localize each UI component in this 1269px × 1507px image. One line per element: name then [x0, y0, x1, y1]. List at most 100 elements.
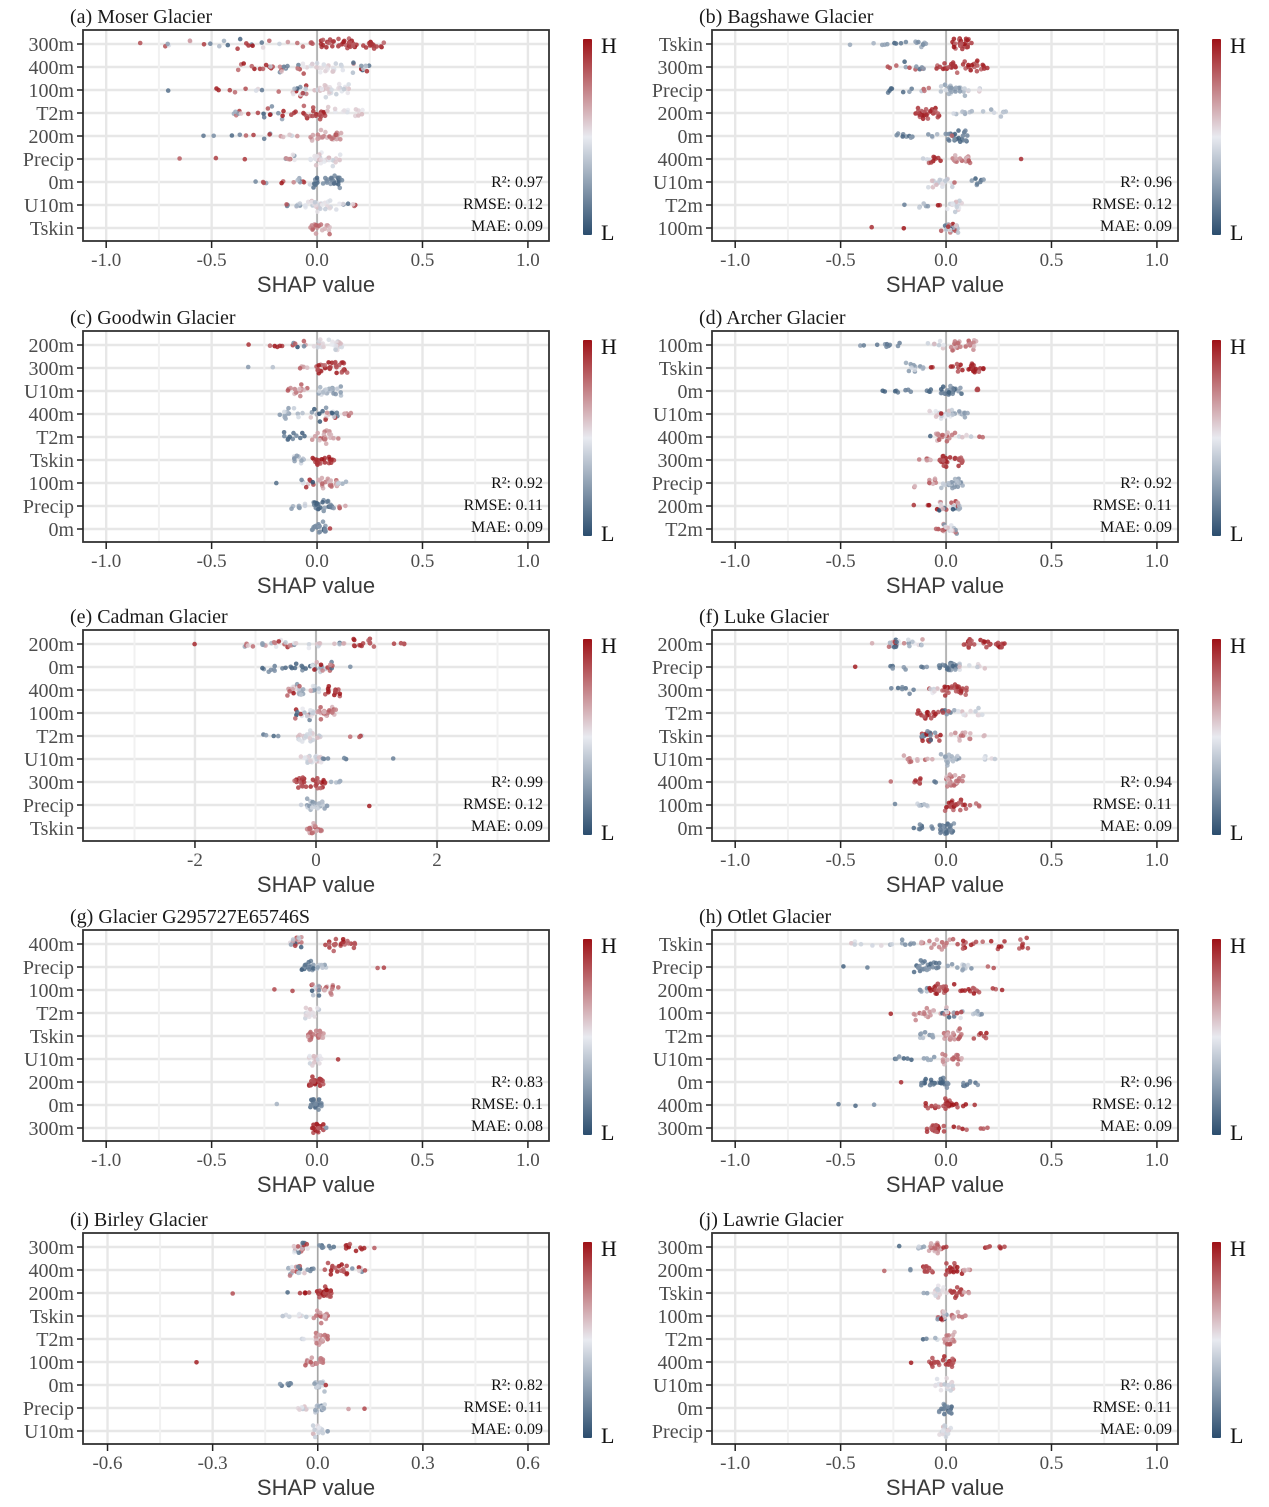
- x-tick-label: -1.0: [720, 551, 750, 572]
- x-tick-label: -0.3: [198, 1453, 228, 1474]
- x-tick-label: -1.0: [720, 1150, 750, 1171]
- x-tick-label: -0.5: [826, 850, 856, 871]
- x-tick-label: -1.0: [720, 850, 750, 871]
- y-tick-label: T2m: [665, 703, 703, 725]
- x-tick-label: 0.0: [934, 850, 958, 871]
- x-tick-label: -0.5: [197, 250, 227, 271]
- x-tick-label: 0.3: [411, 1453, 435, 1474]
- x-axis-title: SHAP value: [257, 1172, 375, 1197]
- y-tick-label: 100m: [28, 980, 74, 1002]
- panel-title: (i) Birley Glacier: [70, 1209, 208, 1231]
- colorbar-low-label: L: [601, 820, 614, 845]
- y-tick-label: U10m: [24, 195, 74, 217]
- stat-text: R²: 0.92: [1120, 475, 1172, 492]
- x-axis: -2 0 2: [187, 841, 442, 871]
- stats-block: R²: 0.94 RMSE: 0.11 MAE: 0.09: [1093, 774, 1172, 835]
- y-tick-label: Tskin: [659, 358, 703, 380]
- y-tick-label: 100m: [657, 1003, 703, 1025]
- colorbar-high-label: H: [601, 33, 617, 58]
- x-tick-label: -1.0: [91, 250, 121, 271]
- x-tick-label: 0.5: [1040, 250, 1064, 271]
- colorbar: [583, 340, 592, 536]
- y-tick-label: U10m: [653, 1375, 703, 1397]
- y-tick-label: Tskin: [659, 1283, 703, 1305]
- y-tick-label: Precip: [23, 1398, 74, 1420]
- colorbar-high-label: H: [1230, 334, 1246, 359]
- x-tick-label: 1.0: [1145, 1453, 1169, 1474]
- y-tick-label: 200m: [657, 980, 703, 1002]
- colorbar-high-label: H: [601, 334, 617, 359]
- y-tick-label: U10m: [653, 172, 703, 194]
- y-tick-label: U10m: [653, 1049, 703, 1071]
- x-axis: -1.0 -0.5 0.0 0.5 1.0: [720, 1444, 1169, 1474]
- colorbar-low-label: L: [601, 220, 614, 245]
- stat-text: RMSE: 0.11: [464, 1399, 543, 1416]
- y-tick-label: Tskin: [659, 726, 703, 748]
- colorbar: [1212, 340, 1221, 536]
- stats-block: R²: 0.86 RMSE: 0.11 MAE: 0.09: [1093, 1377, 1172, 1438]
- x-tick-label: 0.0: [934, 250, 958, 271]
- y-tick-label: 100m: [657, 218, 703, 240]
- x-tick-label: -2: [187, 850, 203, 871]
- colorbar-high-label: H: [601, 633, 617, 658]
- x-tick-label: -0.5: [197, 551, 227, 572]
- y-tick-label: 100m: [657, 335, 703, 357]
- stat-text: RMSE: 0.11: [464, 497, 543, 514]
- y-tick-label: Precip: [652, 957, 703, 979]
- colorbar-low-label: L: [601, 1120, 614, 1145]
- beeswarm-points: [847, 36, 1024, 235]
- x-axis-title: SHAP value: [257, 872, 375, 897]
- y-tick-label: T2m: [665, 1329, 703, 1351]
- y-tick-label: Precip: [652, 80, 703, 102]
- y-tick-label: Precip: [23, 496, 74, 518]
- y-tick-label: U10m: [653, 749, 703, 771]
- x-axis: -1.0 -0.5 0.0 0.5 1.0: [720, 542, 1169, 572]
- y-tick-label: T2m: [36, 103, 74, 125]
- x-tick-label: -0.5: [826, 1453, 856, 1474]
- y-tick-label: 200m: [657, 103, 703, 125]
- x-tick-label: -1.0: [720, 250, 750, 271]
- y-tick-label: 400m: [28, 1260, 74, 1282]
- x-tick-label: 1.0: [1145, 850, 1169, 871]
- y-tick-label: 100m: [657, 795, 703, 817]
- x-axis: -1.0 -0.5 0.0 0.5 1.0: [720, 241, 1169, 271]
- colorbar-low-label: L: [1230, 1120, 1243, 1145]
- y-tick-label: 400m: [28, 680, 74, 702]
- x-tick-label: 0.5: [1040, 1453, 1064, 1474]
- colorbar: [583, 39, 592, 235]
- colorbar-low-label: L: [1230, 1423, 1243, 1448]
- y-tick-label: 0m: [48, 657, 74, 679]
- x-tick-label: -0.6: [92, 1453, 122, 1474]
- x-tick-label: -1.0: [91, 1150, 121, 1171]
- y-tick-label: 400m: [28, 404, 74, 426]
- x-tick-label: -1.0: [720, 1453, 750, 1474]
- x-tick-label: -0.5: [826, 551, 856, 572]
- colorbar-low-label: L: [1230, 820, 1243, 845]
- y-tick-label: T2m: [36, 427, 74, 449]
- x-axis-title: SHAP value: [257, 1475, 375, 1500]
- x-axis: -0.6 -0.3 0.0 0.3 0.6: [92, 1444, 540, 1474]
- beeswarm-points: [858, 338, 986, 536]
- panel-title: (d) Archer Glacier: [699, 307, 846, 329]
- panel-title: (c) Goodwin Glacier: [70, 307, 236, 329]
- x-axis-title: SHAP value: [886, 272, 1004, 297]
- panel-title: (a) Moser Glacier: [70, 6, 212, 28]
- y-tick-label: T2m: [665, 519, 703, 541]
- y-tick-label: U10m: [24, 1421, 74, 1443]
- y-tick-label: 400m: [657, 149, 703, 171]
- x-axis: -1.0 -0.5 0.0 0.5 1.0: [720, 841, 1169, 871]
- stat-text: R²: 0.82: [491, 1377, 543, 1394]
- y-tick-label: 200m: [28, 1072, 74, 1094]
- y-tick-label: 400m: [657, 772, 703, 794]
- colorbar-low-label: L: [601, 1423, 614, 1448]
- y-tick-label: 300m: [657, 57, 703, 79]
- y-tick-label: T2m: [36, 1003, 74, 1025]
- colorbar-high-label: H: [1230, 633, 1246, 658]
